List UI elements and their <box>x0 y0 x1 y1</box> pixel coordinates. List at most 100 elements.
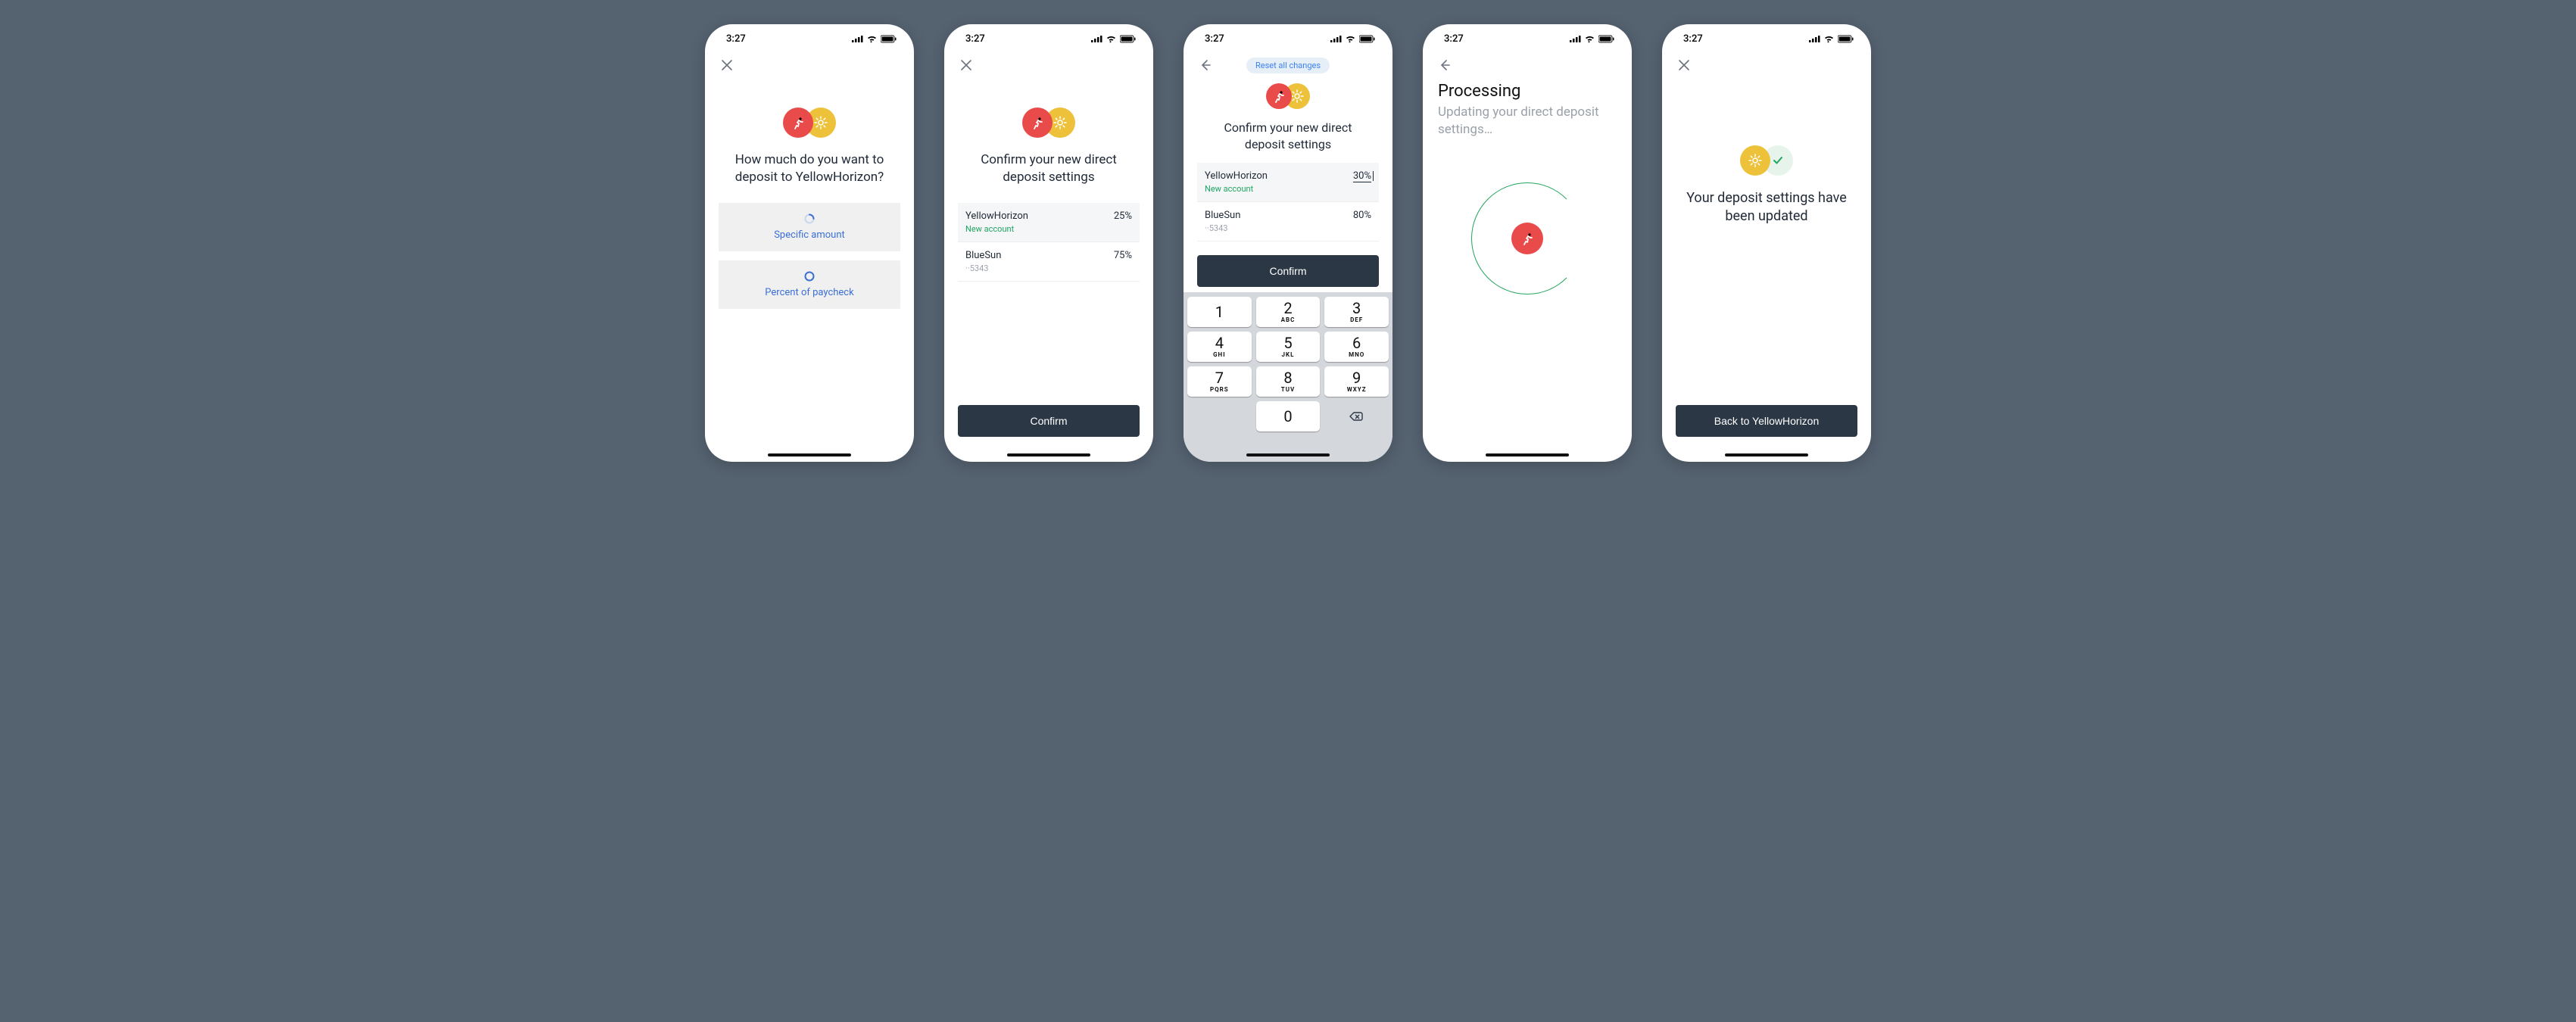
option-percent-paycheck[interactable]: Percent of paycheck <box>719 260 900 309</box>
phone-screen-4: 3:27 Processing Updating your direct dep… <box>1423 24 1632 462</box>
status-time: 3:27 <box>965 33 985 45</box>
battery-icon <box>1838 35 1854 43</box>
account-row[interactable]: YellowHorizon New account 30% <box>1197 163 1379 202</box>
status-time: 3:27 <box>1683 33 1703 45</box>
battery-icon <box>1359 35 1376 43</box>
status-time: 3:27 <box>1444 33 1464 45</box>
account-name: BlueSun <box>1205 210 1240 221</box>
wifi-icon <box>867 34 878 43</box>
status-time: 3:27 <box>726 33 746 45</box>
nav-bar <box>705 53 914 77</box>
signal-icon <box>1809 35 1821 43</box>
signal-icon <box>852 35 864 43</box>
signal-icon <box>1330 35 1343 43</box>
back-icon[interactable] <box>1436 57 1453 73</box>
account-name: YellowHorizon <box>1205 170 1268 182</box>
close-icon[interactable] <box>1676 57 1692 73</box>
brand-icon-pair <box>719 107 900 138</box>
home-indicator <box>1246 453 1330 456</box>
account-sub: New account <box>965 224 1028 234</box>
runner-icon <box>783 107 813 138</box>
account-value: 75% <box>1114 250 1132 261</box>
runner-icon <box>1022 107 1053 138</box>
keypad-key-9[interactable]: 9WXYZ <box>1324 366 1389 397</box>
wifi-icon <box>1585 34 1595 43</box>
partial-circle-icon <box>803 213 816 225</box>
account-sub: ··5343 <box>1205 223 1240 233</box>
keypad-key-2[interactable]: 2ABC <box>1256 297 1321 327</box>
status-bar: 3:27 <box>1662 24 1871 53</box>
nav-bar <box>1662 53 1871 77</box>
close-icon[interactable] <box>719 57 735 73</box>
account-list: YellowHorizon New account 25% BlueSun ··5343… <box>958 203 1140 282</box>
keypad-key-1[interactable]: 1 <box>1187 297 1252 327</box>
brand-icon-pair <box>1197 83 1379 109</box>
phone-screen-3: 3:27 Reset all changes Confirm your new … <box>1184 24 1392 462</box>
success-icon-pair <box>1676 145 1857 176</box>
status-bar: 3:27 <box>944 24 1153 53</box>
account-value: 80% <box>1353 210 1371 221</box>
account-name: YellowHorizon <box>965 210 1028 222</box>
wifi-icon <box>1346 34 1356 43</box>
wifi-icon <box>1106 34 1117 43</box>
signal-icon <box>1091 35 1103 43</box>
battery-icon <box>1598 35 1615 43</box>
keypad-key-5[interactable]: 5JKL <box>1256 332 1321 362</box>
account-list: YellowHorizon New account 30% BlueSun ··5343… <box>1197 163 1379 241</box>
account-name: BlueSun <box>965 250 1001 261</box>
reset-changes-pill[interactable]: Reset all changes <box>1246 58 1330 73</box>
battery-icon <box>881 35 897 43</box>
nav-bar <box>944 53 1153 77</box>
back-icon[interactable] <box>1197 57 1214 73</box>
signal-icon <box>1570 35 1582 43</box>
keypad-key-0[interactable]: 0 <box>1256 401 1321 432</box>
account-row[interactable]: BlueSun ··5343 75% <box>958 242 1140 282</box>
keypad-key-8[interactable]: 8TUV <box>1256 366 1321 397</box>
status-bar: 3:27 <box>1184 24 1392 53</box>
battery-icon <box>1120 35 1137 43</box>
status-icons <box>852 34 897 43</box>
nav-bar <box>1423 53 1632 77</box>
runner-icon <box>1266 83 1292 109</box>
option-specific-amount[interactable]: Specific amount <box>719 203 900 251</box>
phone-screen-5: 3:27 Your deposit settings have been upd… <box>1662 24 1871 462</box>
option-label: Specific amount <box>774 229 845 241</box>
status-icons <box>1809 34 1854 43</box>
option-label: Percent of paycheck <box>765 287 853 298</box>
account-sub: New account <box>1205 184 1268 194</box>
keypad-key-4[interactable]: 4GHI <box>1187 332 1252 362</box>
headline: Confirm your new direct deposit settings <box>964 151 1134 186</box>
percent-circle-icon <box>803 270 816 282</box>
runner-icon <box>1511 223 1543 254</box>
account-row[interactable]: BlueSun ··5343 80% <box>1197 202 1379 241</box>
account-value: 25% <box>1114 210 1132 222</box>
home-indicator <box>1486 453 1569 456</box>
status-icons <box>1091 34 1137 43</box>
keypad-key-3[interactable]: 3DEF <box>1324 297 1389 327</box>
status-icons <box>1330 34 1376 43</box>
sun-icon <box>1740 145 1770 176</box>
numeric-keypad: 12ABC3DEF 4GHI5JKL6MNO 7PQRS8TUV9WXYZ0 <box>1184 292 1392 462</box>
processing-title: Processing <box>1438 82 1617 101</box>
home-indicator <box>1007 453 1090 456</box>
nav-bar: Reset all changes <box>1184 53 1392 77</box>
close-icon[interactable] <box>958 57 975 73</box>
phone-screen-2: 3:27 Confirm your new direct deposit set… <box>944 24 1153 462</box>
account-row[interactable]: YellowHorizon New account 25% <box>958 203 1140 242</box>
keypad-delete[interactable] <box>1324 401 1389 432</box>
confirm-button[interactable]: Confirm <box>958 405 1140 437</box>
phone-screen-1: 3:27 How much do you want to deposit to … <box>705 24 914 462</box>
status-bar: 3:27 <box>1423 24 1632 53</box>
brand-icon-pair <box>958 107 1140 138</box>
headline: Confirm your new direct deposit settings <box>1203 120 1373 152</box>
keypad-key-6[interactable]: 6MNO <box>1324 332 1389 362</box>
headline: How much do you want to deposit to Yello… <box>725 151 894 186</box>
home-indicator <box>768 453 851 456</box>
status-bar: 3:27 <box>705 24 914 53</box>
keypad-key-7[interactable]: 7PQRS <box>1187 366 1252 397</box>
account-sub: ··5343 <box>965 263 1001 273</box>
back-to-app-button[interactable]: Back to YellowHorizon <box>1676 405 1857 437</box>
account-value[interactable]: 30% <box>1353 170 1371 182</box>
confirm-button[interactable]: Confirm <box>1197 255 1379 287</box>
status-time: 3:27 <box>1205 33 1224 45</box>
